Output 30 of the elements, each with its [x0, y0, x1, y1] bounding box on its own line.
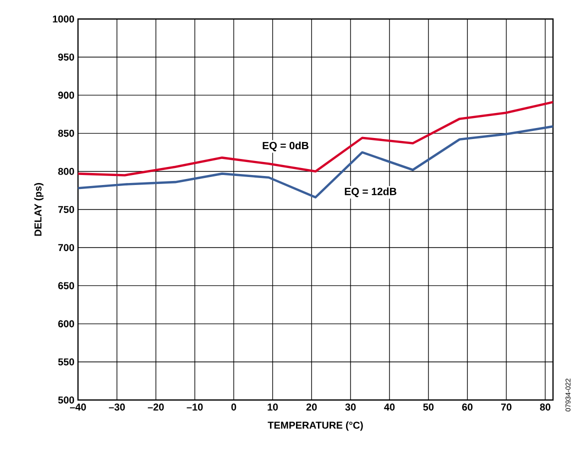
- y-tick-label: 900: [58, 92, 74, 99]
- series-label: EQ = 12dB: [344, 187, 396, 198]
- x-tick-label: 50: [423, 404, 434, 411]
- x-tick-label: 10: [268, 404, 278, 411]
- x-tick-label: 40: [384, 404, 395, 411]
- y-tick-label: 600: [58, 320, 74, 328]
- y-tick-label: 950: [58, 54, 74, 61]
- x-tick-label: –40: [70, 404, 86, 411]
- y-tick-label: 500: [58, 396, 74, 404]
- x-tick-label: 30: [345, 404, 356, 411]
- y-tick-label: 700: [58, 244, 74, 252]
- y-axis-title: DELAY (ps): [34, 183, 44, 236]
- series-label: EQ = 0dB: [262, 142, 308, 152]
- x-tick-label: –20: [148, 404, 164, 411]
- line-series: [78, 125, 554, 198]
- line-series: [78, 100, 554, 176]
- x-tick-label: 60: [462, 404, 472, 411]
- x-tick-label: –30: [108, 404, 125, 411]
- x-tick-label: –10: [186, 404, 203, 411]
- x-tick-label: 80: [540, 404, 550, 411]
- x-tick-label: 0: [231, 404, 236, 411]
- y-tick-label: 750: [58, 206, 74, 214]
- y-tick-label: 800: [58, 168, 74, 175]
- y-tick-label: 850: [58, 130, 74, 137]
- x-tick-label: 20: [306, 404, 317, 411]
- x-axis-title: TEMPERATURE (°C): [268, 421, 363, 431]
- x-tick-label: 70: [501, 404, 512, 411]
- y-tick-label: 550: [58, 358, 74, 366]
- y-tick-label: 650: [58, 282, 74, 290]
- y-tick-label: 1000: [52, 15, 74, 23]
